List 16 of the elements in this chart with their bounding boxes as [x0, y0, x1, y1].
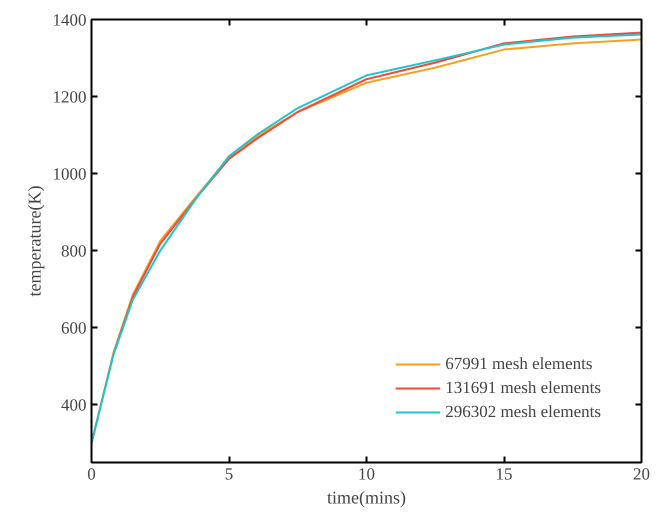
y-tick-label: 1000: [52, 164, 86, 184]
y-tick-label: 1200: [52, 88, 86, 107]
x-tick-label: 15: [496, 464, 512, 484]
x-tick-label: 0: [87, 464, 96, 484]
legend-label: 131691 mesh elements: [445, 378, 601, 398]
y-tick-label: 400: [61, 396, 86, 415]
y-tick-label: 800: [61, 242, 86, 261]
y-axis-title: temperature(K): [24, 186, 44, 296]
x-tick-label: 5: [224, 464, 234, 484]
legend-label: 67991 mesh elements: [445, 354, 592, 374]
x-tick-label: 20: [633, 464, 650, 484]
x-axis-title: time(mins): [327, 488, 406, 508]
x-tick-label: 10: [358, 464, 375, 484]
y-tick-label: 1400: [52, 10, 86, 30]
y-tick-label: 600: [61, 318, 86, 338]
legend-label: 296302 mesh elements: [445, 402, 601, 422]
